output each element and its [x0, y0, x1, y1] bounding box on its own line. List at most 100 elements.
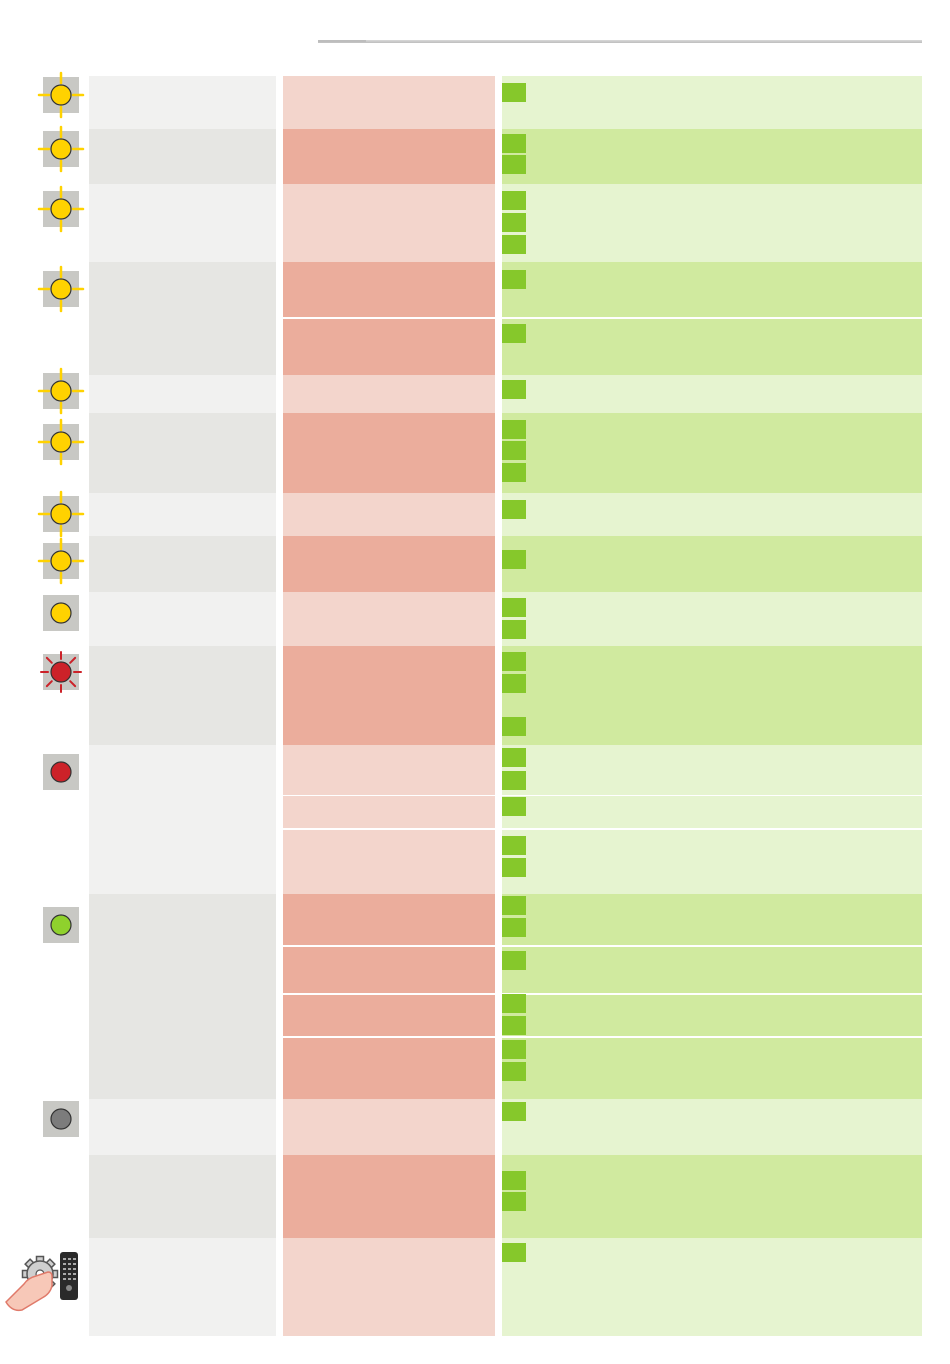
cause-cell [283, 1155, 495, 1238]
solution-bullet [502, 441, 526, 460]
cause-cell [283, 947, 495, 993]
status-cell [89, 413, 276, 493]
solution-bullet [502, 652, 526, 671]
section-header-rule [318, 40, 922, 43]
solution-bullet [502, 771, 526, 790]
solution-bullet [502, 674, 526, 693]
status-cell [89, 1238, 276, 1336]
solution-bullet [502, 191, 526, 210]
solution-bullet [502, 1016, 526, 1035]
solution-cell [502, 262, 922, 317]
yellow-blinking-led-icon [37, 185, 85, 233]
cause-cell [283, 830, 495, 894]
cause-cell [283, 1038, 495, 1099]
status-cell [89, 646, 276, 745]
solution-cell [502, 646, 922, 745]
status-cell [89, 592, 276, 646]
cause-cell [283, 995, 495, 1036]
cause-cell [283, 184, 495, 262]
solution-bullet [502, 420, 526, 439]
hand-gear-remote-icon [4, 1250, 84, 1317]
solution-cell [502, 129, 922, 184]
solution-bullet [502, 500, 526, 519]
solution-bullet [502, 134, 526, 153]
cause-cell [283, 262, 495, 317]
solution-bullet [502, 836, 526, 855]
cause-cell [283, 493, 495, 536]
status-cell [89, 76, 276, 129]
status-cell [89, 745, 276, 894]
solution-cell [502, 375, 922, 413]
solution-bullet [502, 951, 526, 970]
status-cell [89, 1099, 276, 1155]
solution-cell [502, 76, 922, 129]
cause-cell [283, 76, 495, 129]
solution-cell [502, 830, 922, 894]
solution-cell [502, 184, 922, 262]
green-solid-led-icon [43, 907, 79, 943]
solution-cell [502, 413, 922, 493]
solution-bullet [502, 858, 526, 877]
solution-cell [502, 592, 922, 646]
cause-cell [283, 319, 495, 375]
solution-bullet [502, 213, 526, 232]
solution-bullet [502, 235, 526, 254]
solution-bullet [502, 896, 526, 915]
cause-cell [283, 745, 495, 795]
solution-bullet [502, 550, 526, 569]
solution-cell [502, 745, 922, 795]
solution-bullet [502, 1192, 526, 1211]
solution-cell [502, 796, 922, 828]
solution-cell [502, 1155, 922, 1238]
status-cell [89, 536, 276, 592]
cause-cell [283, 894, 495, 945]
red-blinking-led-icon [40, 651, 82, 693]
cause-cell [283, 796, 495, 828]
solution-bullet [502, 918, 526, 937]
solution-bullet [502, 748, 526, 767]
solution-bullet [502, 155, 526, 174]
solution-bullet [502, 994, 526, 1013]
solution-bullet [502, 797, 526, 816]
solution-cell [502, 1099, 922, 1155]
yellow-blinking-led-icon [37, 265, 85, 313]
status-cell [89, 262, 276, 375]
solution-cell [502, 1238, 922, 1336]
yellow-blinking-led-icon [37, 537, 85, 585]
status-cell [89, 1155, 276, 1238]
solution-cell [502, 894, 922, 945]
solution-cell [502, 1038, 922, 1099]
yellow-solid-led-icon [43, 595, 79, 631]
cause-cell [283, 1238, 495, 1336]
status-cell [89, 129, 276, 184]
solution-bullet [502, 324, 526, 343]
cause-cell [283, 129, 495, 184]
cause-cell [283, 536, 495, 592]
yellow-blinking-led-icon [37, 125, 85, 173]
solution-bullet [502, 1171, 526, 1190]
solution-bullet [502, 1062, 526, 1081]
status-cell [89, 894, 276, 1099]
solution-bullet [502, 1040, 526, 1059]
yellow-blinking-led-icon [37, 490, 85, 538]
solution-bullet [502, 1243, 526, 1262]
solution-cell [502, 947, 922, 993]
yellow-blinking-led-icon [37, 418, 85, 466]
solution-cell [502, 995, 922, 1036]
solution-cell [502, 493, 922, 536]
cause-cell [283, 1099, 495, 1155]
status-cell [89, 375, 276, 413]
solution-bullet [502, 717, 526, 736]
solution-bullet [502, 620, 526, 639]
solution-bullet [502, 598, 526, 617]
solution-bullet [502, 380, 526, 399]
red-solid-led-icon [43, 754, 79, 790]
cause-cell [283, 592, 495, 646]
cause-cell [283, 375, 495, 413]
solution-cell [502, 319, 922, 375]
cause-cell [283, 413, 495, 493]
solution-cell [502, 536, 922, 592]
status-cell [89, 184, 276, 262]
cause-cell [283, 646, 495, 745]
status-cell [89, 493, 276, 536]
